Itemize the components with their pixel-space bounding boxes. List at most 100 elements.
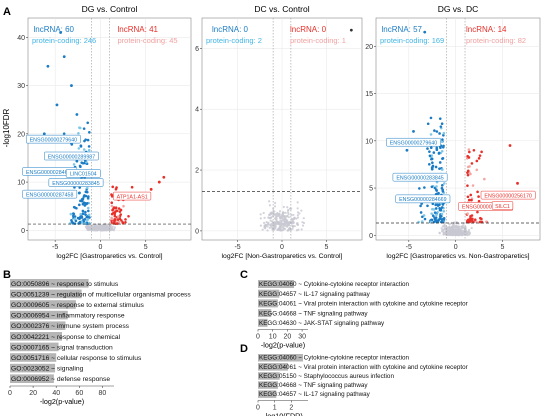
ns-point: [281, 229, 285, 232]
up-point: [116, 218, 120, 221]
gene-label-box: [25, 134, 81, 144]
up-point: [113, 214, 117, 218]
ns-point: [470, 226, 473, 230]
down-point: [442, 144, 445, 148]
ns-point: [463, 229, 466, 232]
bar: [258, 280, 295, 288]
outlier-point: [46, 64, 50, 68]
up-point: [113, 212, 117, 216]
down-point: [86, 206, 90, 210]
ns-point: [298, 212, 301, 215]
down-point: [442, 133, 445, 137]
down-point: [440, 212, 444, 216]
down-point: [430, 212, 433, 215]
gene-label: ENSG00000284669: [395, 194, 451, 203]
x-tick-label: 0: [454, 244, 458, 251]
up-point: [469, 216, 472, 220]
ns-point: [264, 226, 267, 229]
up-point: [466, 212, 469, 215]
ns-point: [272, 207, 275, 210]
ns-point: [265, 221, 268, 224]
ns-point: [286, 225, 289, 228]
bar: [10, 289, 82, 299]
down-point: [86, 138, 90, 142]
ns-point: [452, 226, 455, 229]
bar: [10, 300, 76, 309]
ns-point: [300, 228, 303, 231]
x-tick-label: 1: [273, 405, 277, 412]
down-point: [434, 203, 437, 207]
up-point: [470, 162, 474, 165]
down-point: [432, 151, 436, 154]
down-point: [435, 185, 438, 188]
volcano-title: DC vs. Control: [254, 4, 309, 14]
y-tick-label: 30: [17, 83, 25, 90]
ns-point: [93, 226, 96, 229]
up-point: [476, 210, 479, 214]
ns-point: [461, 233, 465, 236]
down-point: [441, 190, 445, 193]
down-point: [438, 203, 441, 206]
gene-label-box: [392, 172, 448, 182]
ns-point: [278, 216, 282, 219]
gene-label-box: [386, 137, 441, 147]
down-point: [441, 218, 444, 221]
ns-point: [269, 219, 272, 222]
down-point: [435, 148, 439, 152]
count-protein-coding-up: protein-coding: 1: [290, 36, 346, 45]
up-point: [470, 198, 473, 202]
ns-point: [449, 227, 452, 230]
gene-label-box: [48, 178, 104, 187]
x-tick-label: -5: [52, 244, 58, 251]
ns-point: [296, 214, 299, 217]
bar-x-axis-label: -log10(FDR): [263, 412, 303, 416]
up-point: [466, 195, 470, 199]
up-point: [477, 195, 480, 198]
down-point: [80, 197, 84, 201]
up-point: [475, 159, 479, 163]
ns-point: [455, 225, 459, 228]
bar: [258, 354, 303, 362]
down-point: [437, 151, 441, 155]
y-tick-label: 2: [195, 168, 199, 175]
bar: [10, 310, 68, 320]
up-point: [466, 184, 469, 187]
bar-category-label: KEGG:04061 ~ Viral protein interaction w…: [259, 301, 468, 308]
x-tick-label: 0: [8, 390, 12, 397]
down-point: [72, 212, 75, 215]
gene-label-text: ENSG00000284669: [26, 170, 73, 176]
gene-label-box: [22, 189, 78, 199]
down-point: [423, 186, 426, 189]
ns-point: [101, 226, 104, 229]
ns-point: [287, 216, 290, 219]
y-tick-label: 0: [369, 233, 373, 240]
up-point: [466, 171, 469, 174]
ns-point: [278, 222, 281, 226]
down-point: [431, 161, 434, 164]
ns-point: [300, 209, 303, 212]
ns-point: [290, 217, 293, 220]
y-tick-label: 10: [17, 180, 25, 187]
down-point: [428, 162, 431, 166]
gene-label: ATP1A1-AS1: [113, 191, 152, 200]
ns-point: [445, 229, 448, 233]
up-point: [471, 184, 475, 187]
volcano-panel-2: DC vs. Control 0 2 4 6 -5 0 5 log2FC [Non-Gastro…: [195, 4, 363, 260]
ns-point: [466, 230, 469, 233]
gene-label: ENSG00000279640: [386, 137, 441, 147]
x-tick-label: 0: [98, 244, 102, 251]
down-point: [83, 201, 87, 205]
down-point: [418, 187, 421, 190]
down-point: [423, 217, 427, 221]
ns-point: [293, 216, 296, 220]
down-point: [82, 127, 86, 130]
x-tick-label: 10: [269, 334, 277, 341]
down-point: [441, 203, 445, 206]
up-point: [119, 208, 123, 212]
x-tick-label: 80: [99, 390, 107, 397]
ns-point: [282, 205, 285, 209]
bar-chart-c: KEGG:04060 ~ Cytokine-cytokine receptor …: [256, 280, 468, 350]
ns-point: [284, 222, 287, 226]
x-tick-label: 20: [29, 390, 37, 397]
